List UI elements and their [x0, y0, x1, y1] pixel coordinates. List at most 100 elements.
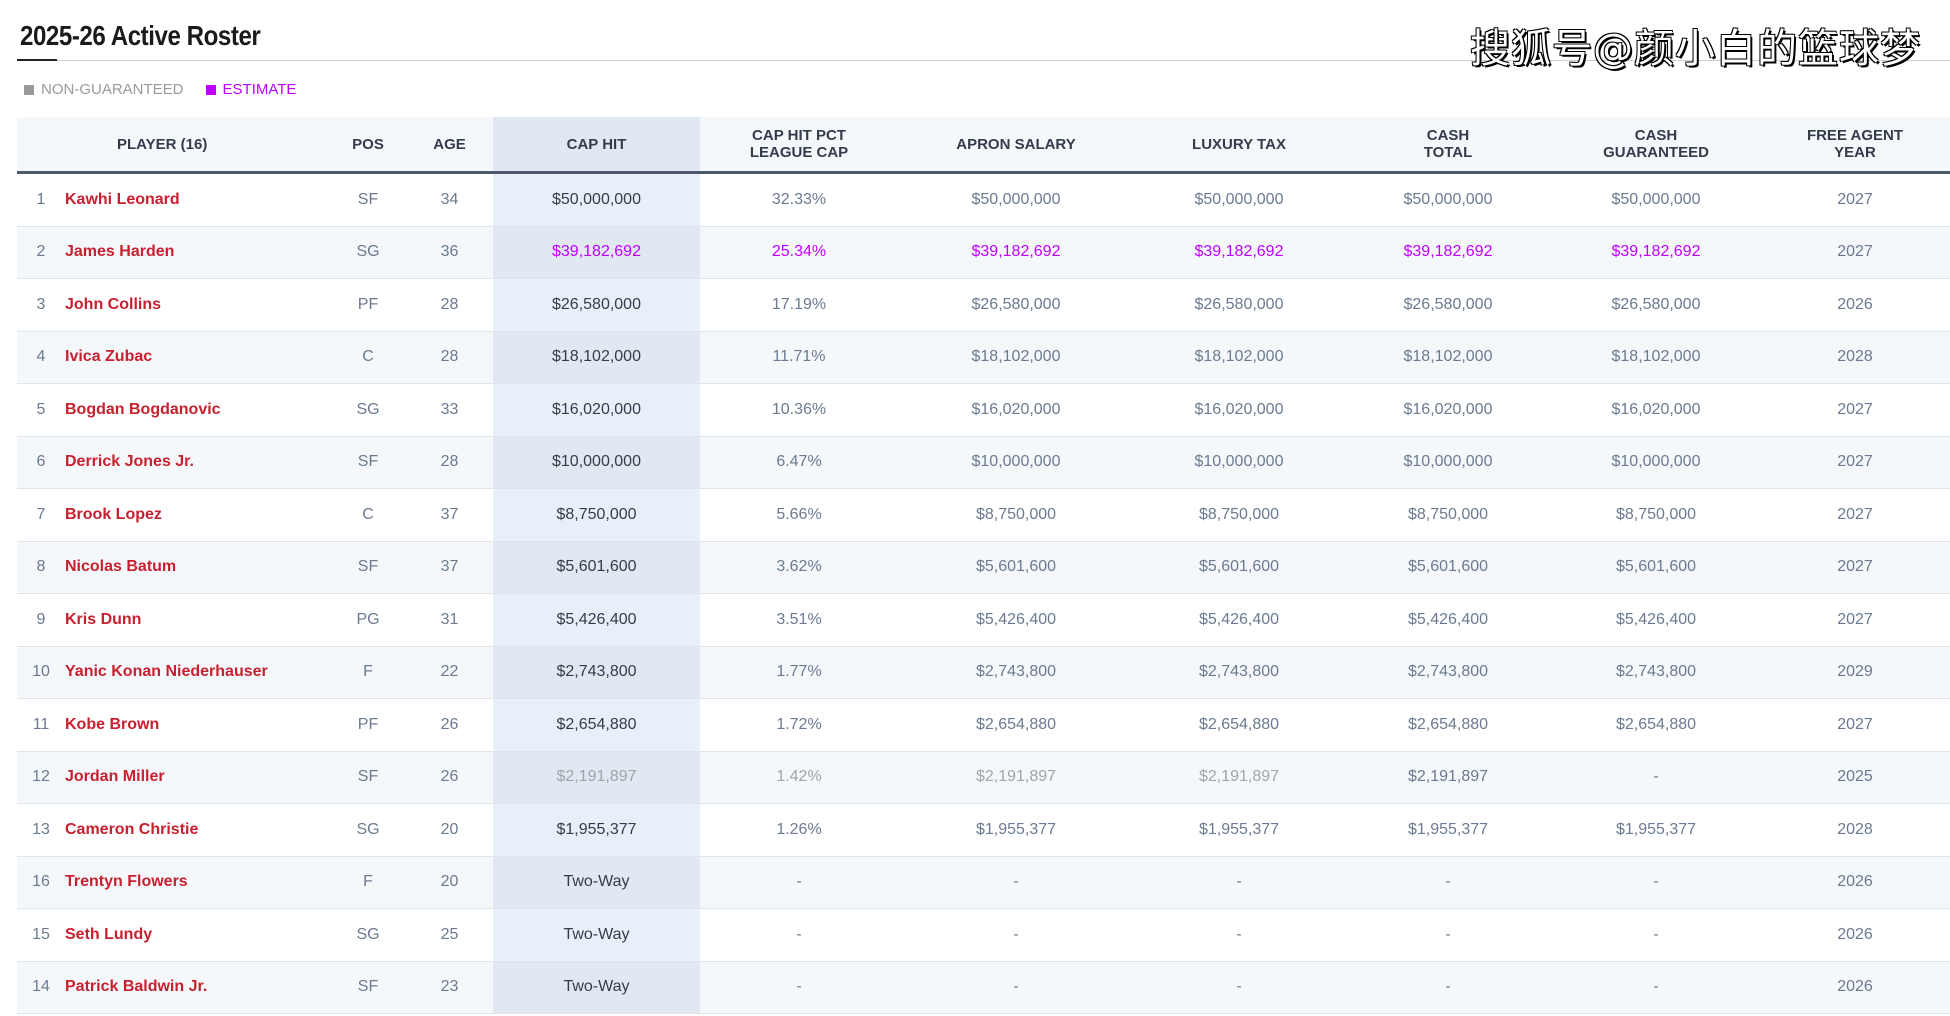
- cell-cap-hit: $16,020,000: [493, 383, 700, 437]
- cell-cap-hit: $26,580,000: [493, 278, 700, 332]
- player-link[interactable]: Kawhi Leonard: [65, 190, 180, 208]
- cell-cash-total: $5,601,600: [1344, 541, 1552, 594]
- table-row: 11 Kobe Brown PF 26 $2,654,880 1.72% $2,654,88…: [17, 698, 1950, 752]
- cell-cap-hit-pct: 3.51%: [700, 593, 898, 647]
- column-header-cap-hit-pct[interactable]: CAP HIT PCT LEAGUE CAP: [700, 117, 898, 174]
- cell-age: 26: [406, 751, 493, 804]
- legend-non-guaranteed: NON-GUARANTEED: [24, 81, 184, 98]
- cell-pos: PF: [330, 278, 406, 332]
- player-link[interactable]: Cameron Christie: [65, 820, 199, 838]
- cell-apron-salary: $5,601,600: [898, 541, 1134, 594]
- player-link[interactable]: Yanic Konan Niederhauser: [65, 663, 268, 681]
- cell-luxury-tax: $2,191,897: [1134, 751, 1344, 804]
- player-link[interactable]: Ivica Zubac: [65, 348, 153, 366]
- watermark: 搜狐号@颜小白的篮球梦: [1470, 26, 1921, 72]
- table-row: 6 Derrick Jones Jr. SF 28 $10,000,000 6.47% $1…: [17, 436, 1950, 489]
- cell-player: Kris Dunn: [65, 593, 330, 647]
- cell-cash-guaranteed: -: [1552, 751, 1760, 804]
- cell-cap-hit-pct: -: [700, 961, 898, 1014]
- table-row: 13 Cameron Christie SG 20 $1,955,377 1.26% $1,…: [17, 803, 1950, 857]
- player-link[interactable]: Nicolas Batum: [65, 558, 177, 576]
- cell-cap-hit: $50,000,000: [493, 172, 700, 227]
- cell-cap-hit-pct: 3.62%: [700, 541, 898, 594]
- cell-free-agent-year: 2026: [1760, 961, 1950, 1014]
- cell-age: 37: [406, 541, 493, 594]
- cell-rank: 3: [17, 278, 65, 332]
- player-link[interactable]: Kris Dunn: [65, 610, 142, 628]
- player-link[interactable]: Bogdan Bogdanovic: [65, 400, 221, 418]
- table-row: 9 Kris Dunn PG 31 $5,426,400 3.51% $5,426,400 $…: [17, 593, 1950, 647]
- cell-cap-hit-pct: 10.36%: [700, 383, 898, 437]
- cell-cap-hit-pct: 6.47%: [700, 436, 898, 489]
- cell-player: Patrick Baldwin Jr.: [65, 961, 330, 1014]
- cell-cash-total: $16,020,000: [1344, 383, 1552, 437]
- column-header-luxury-tax[interactable]: LUXURY TAX: [1134, 117, 1344, 174]
- player-link[interactable]: Patrick Baldwin Jr.: [65, 978, 208, 996]
- column-header-free-agent-year[interactable]: FREE AGENT YEAR: [1760, 117, 1950, 174]
- cell-apron-salary: $10,000,000: [898, 436, 1134, 489]
- column-header-cash-guaranteed[interactable]: CASH GUARANTEED: [1552, 117, 1760, 174]
- cell-rank: 16: [17, 856, 65, 909]
- cell-luxury-tax: $10,000,000: [1134, 436, 1344, 489]
- table-row: 7 Brook Lopez C 37 $8,750,000 5.66% $8,750,000…: [17, 488, 1950, 542]
- cell-apron-salary: $2,654,880: [898, 698, 1134, 752]
- cell-luxury-tax: $16,020,000: [1134, 383, 1344, 437]
- cell-age: 37: [406, 488, 493, 542]
- player-link[interactable]: Trentyn Flowers: [65, 873, 188, 891]
- title-accent-bar: [17, 59, 57, 61]
- cell-player: Derrick Jones Jr.: [65, 436, 330, 489]
- player-link[interactable]: Brook Lopez: [65, 505, 162, 523]
- cell-cash-guaranteed: $26,580,000: [1552, 278, 1760, 332]
- column-header-pos[interactable]: POS: [330, 117, 406, 174]
- column-header-cap-hit[interactable]: CAP HIT: [493, 117, 700, 174]
- cell-rank: 14: [17, 961, 65, 1014]
- page-title: 2025-26 Active Roster: [20, 20, 261, 51]
- cell-pos: SF: [330, 541, 406, 594]
- cell-pos: SG: [330, 226, 406, 279]
- column-header-player[interactable]: PLAYER (16): [65, 117, 330, 174]
- cell-cap-hit: $2,654,880: [493, 698, 700, 752]
- cell-rank: 13: [17, 803, 65, 857]
- cell-cash-total: $5,426,400: [1344, 593, 1552, 647]
- cell-luxury-tax: -: [1134, 908, 1344, 962]
- cell-apron-salary: $18,102,000: [898, 331, 1134, 384]
- cell-cap-hit-pct: 11.71%: [700, 331, 898, 384]
- player-link[interactable]: Jordan Miller: [65, 768, 165, 786]
- table-row: 8 Nicolas Batum SF 37 $5,601,600 3.62% $5,601,…: [17, 541, 1950, 594]
- cell-apron-salary: $2,191,897: [898, 751, 1134, 804]
- cell-free-agent-year: 2027: [1760, 383, 1950, 437]
- column-header-apron-salary[interactable]: APRON SALARY: [898, 117, 1134, 174]
- cell-cash-guaranteed: $18,102,000: [1552, 331, 1760, 384]
- cell-luxury-tax: -: [1134, 856, 1344, 909]
- cell-apron-salary: -: [898, 961, 1134, 1014]
- cell-age: 33: [406, 383, 493, 437]
- column-header-age[interactable]: AGE: [406, 117, 493, 174]
- player-link[interactable]: John Collins: [65, 295, 161, 313]
- cell-cash-total: $8,750,000: [1344, 488, 1552, 542]
- title-divider: [17, 60, 1950, 61]
- cell-cash-total: $2,743,800: [1344, 646, 1552, 699]
- cell-pos: SG: [330, 908, 406, 962]
- cell-free-agent-year: 2025: [1760, 751, 1950, 804]
- cell-cash-total: -: [1344, 856, 1552, 909]
- cell-rank: 9: [17, 593, 65, 647]
- cell-player: Brook Lopez: [65, 488, 330, 542]
- cell-free-agent-year: 2027: [1760, 488, 1950, 542]
- cell-age: 22: [406, 646, 493, 699]
- cell-cash-guaranteed: $8,750,000: [1552, 488, 1760, 542]
- cell-player: Ivica Zubac: [65, 331, 330, 384]
- player-link[interactable]: Seth Lundy: [65, 925, 153, 943]
- cell-cash-guaranteed: $5,601,600: [1552, 541, 1760, 594]
- player-link[interactable]: James Harden: [65, 243, 175, 261]
- table-header-row: PLAYER (16) POS AGE CAP HIT CAP HIT PCT LEAGU…: [17, 117, 1950, 174]
- player-link[interactable]: Derrick Jones Jr.: [65, 453, 194, 471]
- cell-cash-total: $1,955,377: [1344, 803, 1552, 857]
- column-header-cash-total[interactable]: CASH TOTAL: [1344, 117, 1552, 174]
- cell-cash-total: $18,102,000: [1344, 331, 1552, 384]
- player-link[interactable]: Kobe Brown: [65, 715, 160, 733]
- cell-apron-salary: -: [898, 856, 1134, 909]
- cell-cash-guaranteed: $1,955,377: [1552, 803, 1760, 857]
- cell-apron-salary: $8,750,000: [898, 488, 1134, 542]
- cell-free-agent-year: 2026: [1760, 278, 1950, 332]
- cell-cash-total: $39,182,692: [1344, 226, 1552, 279]
